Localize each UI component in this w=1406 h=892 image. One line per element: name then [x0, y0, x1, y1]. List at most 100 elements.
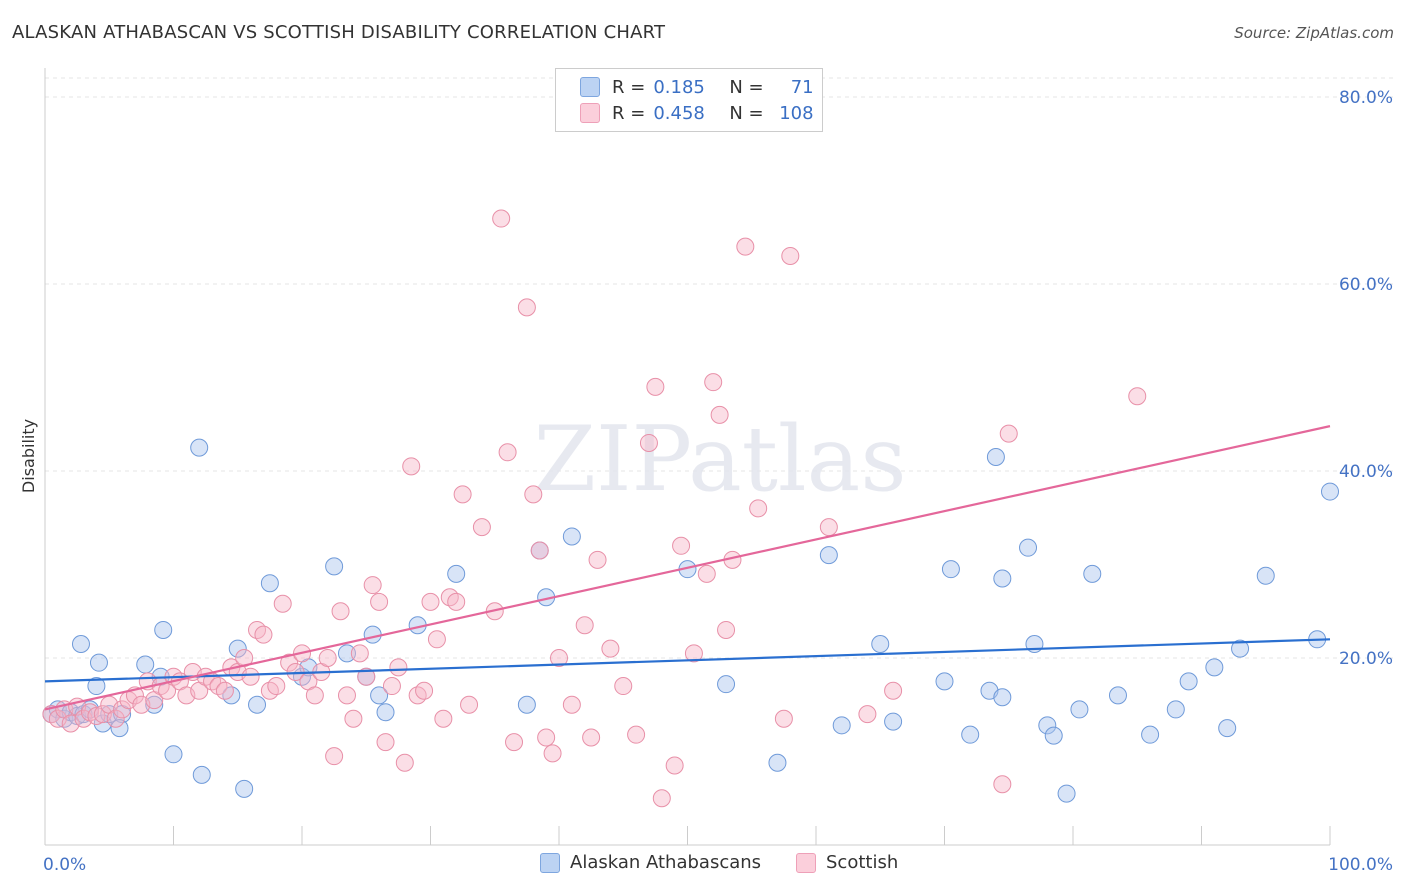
- athabascan-point: [993, 688, 1012, 707]
- legend-n-value: 108: [779, 102, 814, 124]
- athabascan-point: [562, 527, 581, 546]
- scottish-point: [884, 681, 903, 700]
- athabascan-point: [145, 695, 164, 714]
- scottish-point: [646, 377, 665, 396]
- athabascan-point: [248, 695, 267, 714]
- athabascan-point: [1256, 566, 1275, 585]
- scottish-point: [260, 681, 279, 700]
- scottish-point: [472, 518, 491, 537]
- chart-title: ALASKAN ATHABASCAN VS SCOTTISH DISABILIT…: [12, 22, 666, 43]
- athabascan-point: [961, 725, 980, 744]
- scottish-point: [389, 658, 408, 677]
- y-axis-label: Disability: [19, 419, 38, 493]
- athabascan-point: [1321, 482, 1339, 501]
- athabascan-point: [228, 639, 247, 658]
- scottish-point: [395, 753, 414, 772]
- scottish-point: [505, 733, 524, 752]
- scottish-point: [460, 695, 479, 714]
- scottish-point: [254, 625, 273, 644]
- scottish-point: [697, 564, 716, 583]
- scottish-point: [524, 485, 543, 504]
- scottish-point: [858, 705, 877, 724]
- athabascan-point: [325, 557, 344, 576]
- scottish-point: [87, 706, 106, 725]
- scottish-point: [318, 649, 337, 667]
- athabascan-point: [935, 672, 954, 691]
- athabascan-point: [110, 719, 129, 738]
- athabascan-point: [164, 745, 183, 764]
- scottish-point: [402, 457, 421, 476]
- scottish-point: [209, 677, 228, 696]
- scottish-point: [273, 594, 292, 613]
- gridlines: [45, 77, 1393, 659]
- y-tick-label: 60.0%: [1339, 275, 1393, 295]
- scottish-point: [639, 433, 658, 452]
- scottish-point: [376, 733, 395, 752]
- athabascan-point: [884, 712, 903, 731]
- trend-lines: [44, 425, 1331, 711]
- scottish-point: [672, 536, 691, 555]
- scottish-point: [588, 550, 607, 569]
- scottish-point: [447, 592, 466, 611]
- athabascan-point: [154, 620, 173, 639]
- athabascan-point: [768, 753, 787, 772]
- scottish-point: [106, 709, 125, 728]
- correlation-legend: R = 0.185 N = 71 R = 0.458 N = 108: [555, 68, 823, 132]
- scottish-point: [382, 677, 401, 696]
- scottish-point: [325, 747, 344, 766]
- athabascan-point: [235, 779, 254, 798]
- athabascan-point: [819, 546, 838, 565]
- bottom-legend-scottish: Scottish: [796, 852, 898, 873]
- scottish-point: [717, 620, 736, 639]
- scottish-point: [627, 725, 646, 744]
- athabascan-point: [71, 634, 90, 653]
- scottish-point: [665, 756, 684, 775]
- scottish-point: [440, 588, 459, 607]
- x-tick-label: 100.0%: [1328, 855, 1393, 875]
- scottish-point: [370, 592, 389, 611]
- x-tick-label: 0.0%: [43, 855, 86, 875]
- watermark: ZIPatlas: [533, 407, 906, 512]
- bottom-legend-swatch-scottish: [796, 852, 816, 873]
- athabascan-point: [376, 703, 395, 722]
- athabascan-point: [222, 686, 241, 705]
- athabascan-point: [1231, 639, 1250, 658]
- legend-row-scottish: R = 0.458 N = 108: [580, 101, 814, 125]
- scottish-point: [543, 744, 562, 763]
- legend-n-label: N =: [729, 76, 764, 98]
- athabascan-point: [986, 447, 1005, 466]
- scottish-point: [575, 616, 594, 635]
- athabascan-point: [1044, 726, 1063, 745]
- scottish-point: [344, 709, 363, 728]
- legend-n-label: N =: [729, 102, 764, 124]
- scottish-point: [781, 246, 800, 265]
- athabascan-point: [447, 564, 466, 583]
- scottish-point: [280, 653, 299, 672]
- scottish-point: [999, 424, 1018, 443]
- bottom-legend-swatch-athabascan: [540, 852, 560, 873]
- athabascan-trend-line: [44, 638, 1331, 683]
- scottish-point: [710, 405, 729, 424]
- source-label: Source: ZipAtlas.com: [1234, 24, 1394, 42]
- legend-row-athabascan: R = 0.185 N = 71: [580, 75, 814, 99]
- scottish-point: [337, 686, 356, 705]
- scottish-point: [453, 485, 472, 504]
- legend-n-value: 71: [790, 76, 814, 98]
- scottish-point: [113, 700, 132, 719]
- scottish-point: [421, 592, 440, 611]
- series-scottish: [42, 209, 1147, 808]
- athabascan-point: [717, 675, 736, 694]
- athabascan-point: [1218, 719, 1237, 738]
- athabascan-point: [87, 677, 106, 696]
- athabascan-point: [1108, 686, 1127, 705]
- tick-labels: 20.0% 40.0% 60.0% 80.0% 0.0% 100.0%: [43, 88, 1393, 875]
- y-tick-label: 20.0%: [1339, 649, 1393, 669]
- scottish-point: [537, 728, 556, 747]
- scottish-point: [492, 209, 511, 228]
- scottish-point: [749, 499, 768, 518]
- scottish-point: [408, 686, 427, 705]
- athabascan-point: [1083, 564, 1102, 583]
- scottish-point: [215, 681, 234, 700]
- athabascan-point: [363, 625, 382, 644]
